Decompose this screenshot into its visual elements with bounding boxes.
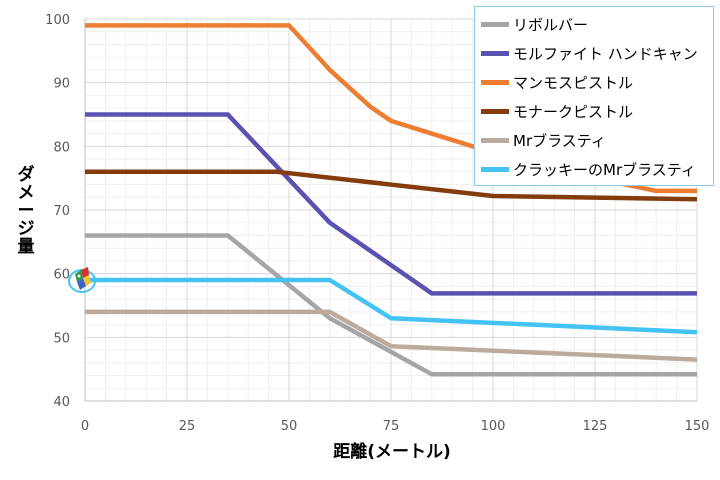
series-line-2 <box>85 112 697 296</box>
x-tick-label: 0 <box>81 419 89 434</box>
y-tick-label: 80 <box>53 140 70 155</box>
legend-swatch <box>481 50 509 56</box>
legend-label: モナークピストル <box>513 102 634 121</box>
legend-item: Mrブラスティ <box>481 127 606 153</box>
y-tick-label: 50 <box>53 331 70 346</box>
x-axis-title: 距離(メートル) <box>333 441 451 462</box>
legend-swatch <box>481 137 509 143</box>
grid-lines <box>84 18 698 402</box>
axes: 0 25 50 75 100 125 150 40 50 60 70 80 90 100 <box>45 13 709 434</box>
legend-swatch <box>481 108 509 114</box>
legend-swatch <box>481 21 509 27</box>
legend-swatch <box>481 79 509 85</box>
series-line-4 <box>85 169 698 202</box>
x-tick-label: 150 <box>685 419 710 434</box>
y-tick-label: 90 <box>53 77 70 92</box>
x-tick-label: 50 <box>281 419 298 434</box>
x-tick-label: 25 <box>179 419 196 434</box>
legend-label: リボルバー <box>513 15 589 34</box>
legend-label: マンモスピストル <box>513 73 634 92</box>
legend-label: クラッキーのMrブラスティ <box>513 160 696 179</box>
x-tick-label: 100 <box>481 419 506 434</box>
series-lines <box>85 23 698 377</box>
series-line-6 <box>85 277 698 335</box>
legend-item: モルファイト ハンドキャン <box>481 40 698 66</box>
legend: リボルバーモルファイト ハンドキャン マンモスピストル モナークピストル Mrブラステ… <box>474 6 714 186</box>
y-tick-label: 40 <box>53 395 70 410</box>
series-line-5 <box>85 309 698 362</box>
series-line-3 <box>85 23 697 194</box>
y-tick-label: 70 <box>53 204 70 219</box>
legend-swatch <box>481 166 509 172</box>
y-tick-label: 100 <box>45 13 70 28</box>
legend-label: モルファイト ハンドキャン <box>513 44 698 63</box>
y-tick-label: 60 <box>53 268 70 283</box>
x-tick-label: 125 <box>583 419 608 434</box>
series-line-1 <box>85 233 697 377</box>
legend-label: Mrブラスティ <box>513 131 606 150</box>
legend-item: マンモスピストル <box>481 69 633 95</box>
x-tick-label: 75 <box>383 419 400 434</box>
multicolor-gem-icon <box>67 264 101 294</box>
legend-item: モナークピストル <box>481 98 633 124</box>
y-axis-title: ダメージ量 <box>18 164 35 257</box>
legend-item: リボルバー <box>481 11 588 37</box>
legend-item: クラッキーのMrブラスティ <box>481 156 696 182</box>
